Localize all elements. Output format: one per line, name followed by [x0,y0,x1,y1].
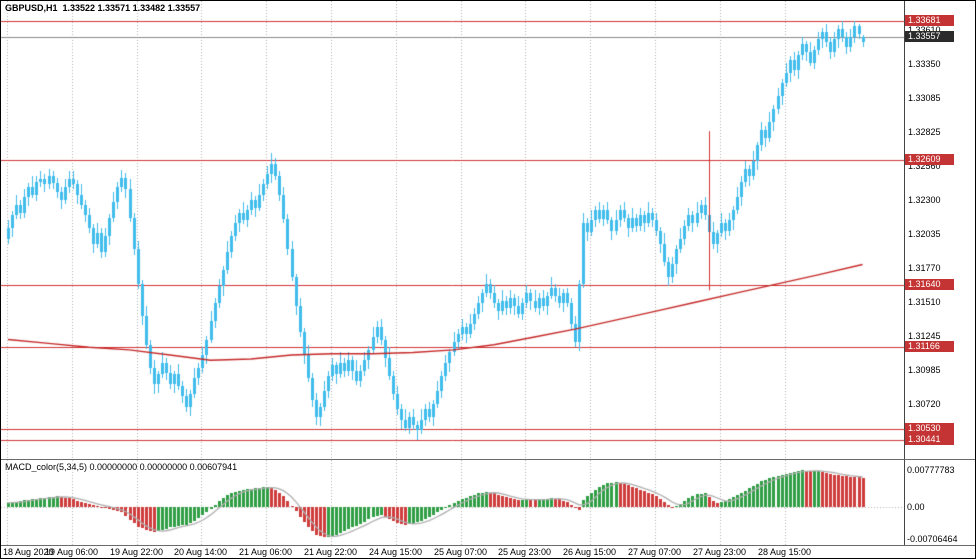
price-tick-label: 1.33350 [908,59,941,69]
time-axis[interactable]: 18 Aug 2020 19 Aug 06:00 19 Aug 22:00 20 Au… [1,546,975,558]
time-axis-label: 28 Aug 15:00 [758,547,812,557]
time-axis-label: 25 Aug 23:00 [498,547,552,557]
price-level-tag: 1.30530 [905,423,954,434]
time-axis-label: 21 Aug 06:00 [239,547,293,557]
price-level-tag: 1.30441 [905,434,954,445]
price-level-tag: 1.31640 [905,279,954,290]
time-axis-label: 27 Aug 07:00 [628,547,682,557]
price-tick-label: 1.30720 [908,399,941,409]
price-tick-label: 1.32560 [908,161,941,171]
macd-max-label: 0.00777783 [907,465,955,475]
time-axis-label: 26 Aug 15:00 [563,547,617,557]
time-axis-label: 27 Aug 23:00 [693,547,747,557]
time-axis-label: 25 Aug 07:00 [434,547,488,557]
macd-indicator-label: MACD_color(5,34,5) 0.00000000 0.00000000… [5,462,238,472]
price-tick-label: 1.32300 [908,195,941,205]
chart-title: GBPUSD,H1 1.33522 1.33571 1.33482 1.3355… [5,3,201,13]
time-axis-label: 19 Aug 06:00 [45,547,99,557]
price-tick-label: 1.31770 [908,263,941,273]
bid-price-tag: 1.33557 [905,31,954,42]
price-level-tag: 1.32609 [905,154,954,165]
price-tick-label: 1.30985 [908,365,941,375]
price-tick-label: 1.33085 [908,93,941,103]
time-axis-label: 20 Aug 14:00 [174,547,228,557]
price-tick-label: 1.33610 [908,25,941,35]
price-chart-canvas[interactable] [1,1,904,459]
price-tick-label: 1.31245 [908,331,941,341]
price-tick-label: 1.32825 [908,127,941,137]
time-axis-separator [1,545,975,546]
macd-min-label: -0.00706464 [907,534,958,544]
macd-indicator-canvas[interactable] [1,460,904,545]
pane-separator[interactable] [1,459,975,460]
price-level-tag: 1.33681 [905,15,954,26]
time-axis-label: 19 Aug 22:00 [110,547,164,557]
axis-separator [904,1,905,545]
price-axis[interactable]: 1.33610 1.33350 1.33085 1.32825 1.32560 1.323… [904,1,975,545]
macd-zero-label: 0.00 [907,502,925,512]
price-level-tag: 1.31166 [905,341,954,352]
time-axis-label: 21 Aug 22:00 [304,547,358,557]
time-axis-label: 18 Aug 2020 [3,547,54,557]
price-tick-label: 1.32035 [908,229,941,239]
price-tick-label: 1.31510 [908,297,941,307]
time-axis-label: 24 Aug 15:00 [369,547,423,557]
